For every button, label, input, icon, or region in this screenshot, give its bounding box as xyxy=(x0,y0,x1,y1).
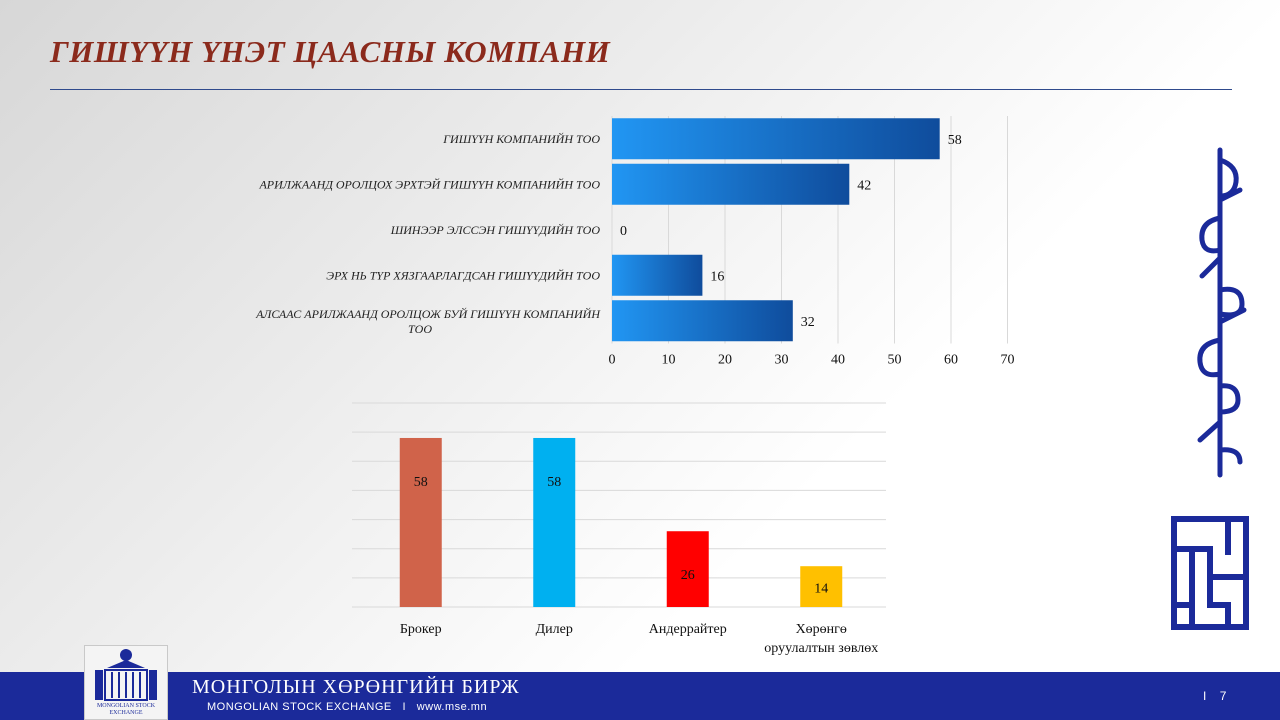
hbar-category-label: ГИШҮҮН КОМПАНИЙН ТОО xyxy=(442,131,600,146)
vbar-category-label: Дилер xyxy=(536,622,573,637)
hbar-category-label: АРИЛЖААНД ОРОЛЦОХ ЭРХТЭЙ ГИШҮҮН КОМПАНИЙ… xyxy=(258,176,600,191)
hbar-xtick-label: 40 xyxy=(831,353,845,368)
hbar-xtick-label: 10 xyxy=(662,353,676,368)
hbar-bar xyxy=(612,254,703,296)
hbar-bar xyxy=(612,163,850,205)
hbar-data-label: 42 xyxy=(857,178,871,193)
mse-building-logo: MONGOLIAN STOCK EXCHANGE xyxy=(84,645,168,720)
hbar-xtick-label: 60 xyxy=(944,353,958,368)
hbar-xtick-label: 20 xyxy=(718,353,732,368)
mongolian-script-logo xyxy=(1197,147,1247,478)
footer-bar xyxy=(0,672,1280,720)
hbar-category-label: АЛСААС АРИЛЖААНД ОРОЛЦОЖ БУЙ ГИШҮҮН КОМП… xyxy=(255,306,601,336)
logo-caption: MONGOLIAN STOCK EXCHANGE xyxy=(96,703,156,716)
vertical-bar-chart: 58 Брокер 58 Дилер 26 Андеррайтер 14 Хөрөнгө ору… xyxy=(352,402,886,656)
vbar-category-label: Андеррайтер xyxy=(649,622,727,637)
vbar-data-label: 26 xyxy=(681,568,695,583)
page-number: 7 xyxy=(1219,689,1227,703)
page-indicator: I 7 xyxy=(1203,689,1226,703)
website-link[interactable]: www.mse.mn xyxy=(416,701,488,713)
hbar-data-label: 16 xyxy=(710,269,724,284)
vbar-data-label: 14 xyxy=(814,582,828,597)
hbar-xtick-label: 30 xyxy=(775,353,789,368)
hbar-data-label: 0 xyxy=(620,224,627,239)
footer-separator: I xyxy=(402,701,407,713)
hbar-xtick-label: 70 xyxy=(1001,353,1015,368)
hbar-category-label: ЭРХ НЬ ТҮР ХЯЗГААРЛАГДСАН ГИШҮҮДИЙН ТОО xyxy=(326,267,600,282)
hbar-xtick-label: 0 xyxy=(609,353,616,368)
org-subtitle: MONGOLIAN STOCK EXCHANGE I www.mse.mn xyxy=(207,701,487,713)
hbar-bar xyxy=(612,118,940,160)
hbar-data-label: 32 xyxy=(801,315,815,330)
horizontal-bar-chart: 58 ГИШҮҮН КОМПАНИЙН ТОО 42 АРИЛЖААНД ОРОЛЦО… xyxy=(255,116,1015,368)
vbar-bar xyxy=(399,437,442,607)
mse-square-script-logo xyxy=(1171,516,1249,630)
hbar-category-label: ШИНЭЭР ЭЛССЭН ГИШҮҮДИЙН ТОО xyxy=(390,222,601,237)
page-separator: I xyxy=(1203,689,1207,703)
vbar-data-label: 58 xyxy=(414,475,428,490)
vbar-category-label: Хөрөнгө оруулалтын зөвлөх xyxy=(764,622,878,656)
vbar-category-label: Брокер xyxy=(400,622,442,637)
building-icon xyxy=(95,649,157,701)
title-divider xyxy=(50,89,1232,90)
vbar-bar xyxy=(533,437,576,607)
vbar-bar xyxy=(666,531,709,607)
org-name-en: MONGOLIAN STOCK EXCHANGE xyxy=(207,701,392,713)
org-name-mn: МОНГОЛЫН ХӨРӨНГИЙН БИРЖ xyxy=(192,676,520,698)
slide-title: ГИШҮҮН ҮНЭТ ЦААСНЫ КОМПАНИ xyxy=(50,34,611,69)
hbar-data-label: 58 xyxy=(948,133,962,148)
vbar-data-label: 58 xyxy=(547,475,561,490)
hbar-bar xyxy=(612,300,793,342)
vbar-bar xyxy=(800,566,843,607)
hbar-xtick-label: 50 xyxy=(888,353,902,368)
